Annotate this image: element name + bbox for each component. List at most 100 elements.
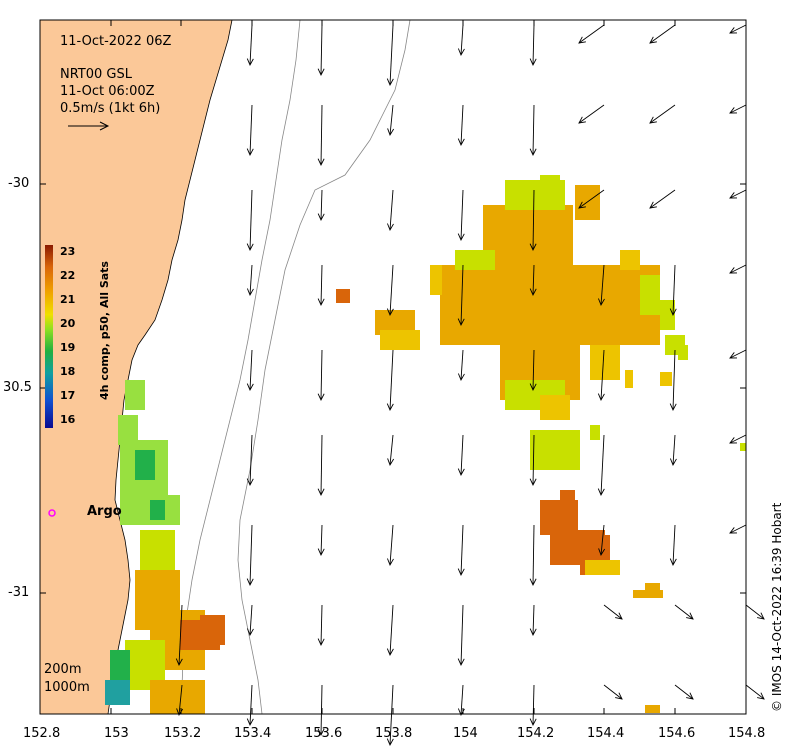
sst-pixel [540, 175, 560, 185]
current-arrow [578, 189, 605, 209]
current-arrow-head [246, 288, 254, 297]
current-arrow-head [669, 403, 677, 412]
sst-pixel [336, 289, 350, 303]
sst-pixel [660, 300, 675, 330]
current-arrow-head [246, 383, 254, 392]
current-arrow-head [729, 527, 738, 534]
current-arrow-head [457, 658, 465, 667]
current-arrow-head [529, 288, 537, 297]
current-arrow [649, 24, 676, 44]
current-arrow [600, 434, 605, 496]
current-arrow [460, 349, 464, 381]
current-arrow [320, 264, 323, 306]
current-arrow-head [387, 128, 395, 137]
sst-pixel [125, 380, 145, 410]
sst-pixel [560, 490, 575, 502]
current-arrow-head [529, 628, 537, 637]
current-arrow [600, 264, 605, 306]
sst-pixel [105, 680, 130, 705]
current-arrow-head [246, 58, 254, 67]
sst-pixel [455, 250, 495, 270]
current-arrow-head [529, 478, 537, 487]
x-tick-label: 154.6 [658, 726, 696, 741]
current-arrow [249, 24, 253, 66]
sst-pixel [740, 443, 746, 451]
current-arrow [320, 104, 323, 166]
current-arrow [532, 24, 535, 66]
current-arrow [249, 684, 253, 726]
current-arrow [729, 349, 747, 359]
sst-pixel [590, 345, 620, 380]
current-arrow [249, 104, 253, 156]
isobath-label-200: 200m [44, 662, 82, 677]
sst-pixel [660, 372, 672, 386]
current-arrow-head [317, 213, 325, 222]
current-arrow [249, 349, 253, 391]
current-arrow [320, 604, 323, 646]
sst-pixel [633, 590, 663, 598]
sst-pixel [530, 430, 580, 470]
current-arrow [532, 189, 535, 251]
current-arrow [389, 24, 394, 86]
current-arrow [729, 264, 747, 274]
current-arrow [532, 684, 535, 726]
colorbar-tick: 16 [60, 413, 76, 426]
current-arrow-head [615, 692, 623, 700]
x-tick-label: 154.8 [728, 726, 766, 741]
current-arrow-head [598, 298, 605, 307]
current-arrow-head [615, 612, 623, 620]
current-arrow-head [578, 201, 586, 209]
current-arrow-head [317, 298, 325, 307]
current-arrow-head [529, 58, 537, 67]
current-arrow-head [317, 158, 325, 167]
current-arrow-head [729, 107, 738, 114]
current-arrow [178, 684, 183, 716]
current-arrow-head [529, 148, 537, 157]
current-arrow [649, 104, 676, 124]
argo-label: Argo [87, 504, 122, 519]
sst-pixel [640, 275, 660, 315]
current-arrow [729, 24, 747, 34]
current-arrow-head [529, 578, 537, 587]
x-tick-label: 153.4 [234, 726, 272, 741]
current-arrow [603, 684, 623, 700]
current-arrow [532, 524, 535, 586]
current-arrow [460, 264, 464, 326]
sst-pixel [380, 330, 420, 350]
current-arrow-head [529, 718, 537, 727]
current-arrow-head [457, 373, 465, 382]
current-arrow-head [457, 568, 465, 577]
sst-pixel [440, 265, 660, 345]
current-arrow-head [686, 692, 694, 700]
sst-pixel [483, 205, 573, 265]
current-arrow [600, 524, 605, 556]
current-arrow [460, 434, 464, 476]
current-arrow-head [386, 308, 394, 317]
current-arrow [178, 604, 183, 666]
current-arrow [389, 189, 394, 231]
vector-scale-label: 0.5m/s (1kt 6h) [60, 101, 161, 116]
current-arrow [320, 189, 323, 221]
current-arrow-head [246, 718, 254, 727]
sst-pixel [620, 250, 640, 270]
current-arrow-head [729, 267, 738, 274]
current-arrow-head [246, 243, 254, 252]
current-arrow [729, 524, 747, 534]
x-tick-label: 154 [453, 726, 478, 741]
colorbar-tick: 23 [60, 245, 76, 258]
current-arrow-head [317, 638, 325, 647]
current-arrow-head [386, 403, 394, 412]
current-arrow [745, 604, 765, 620]
sst-pixel [200, 615, 225, 645]
current-arrow [249, 264, 253, 296]
current-source: NRT00 GSL [60, 67, 132, 82]
current-arrow [389, 104, 394, 136]
sst-pixel [110, 650, 130, 680]
current-arrow [249, 434, 253, 486]
current-arrow [578, 104, 605, 124]
current-arrow-head [529, 383, 537, 392]
x-tick-label: 153.8 [375, 726, 413, 741]
current-arrow-head [598, 548, 606, 557]
current-arrow-head [729, 192, 738, 199]
